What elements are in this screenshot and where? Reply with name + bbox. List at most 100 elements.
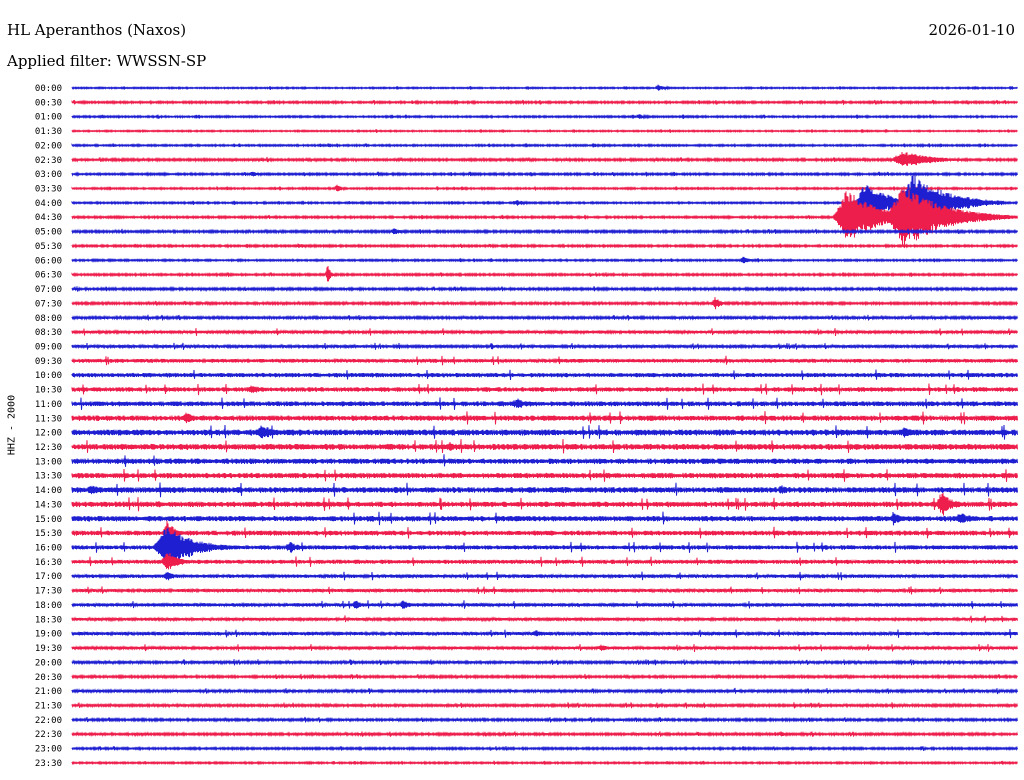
trace-line [71,265,1018,282]
trace-line [71,424,1018,440]
time-tick-label: 01:30 [35,127,62,137]
time-tick-label: 15:30 [35,529,62,539]
time-tick-label: 17:00 [35,572,62,582]
time-tick-label: 23:00 [35,745,62,755]
trace-line [71,84,1018,91]
trace-line [71,355,1018,366]
trace-line [71,716,1018,723]
trace-line [71,745,1018,752]
trace-line [71,687,1018,695]
time-tick-label: 08:30 [35,328,62,338]
trace-line [71,369,1018,380]
time-tick-label: 06:30 [35,271,62,281]
time-tick-label: 09:30 [35,357,62,367]
trace-line [71,243,1018,249]
time-tick-label: 00:00 [35,84,62,94]
trace-line [71,184,1018,192]
filter-label: Applied filter: WWSSN-SP [7,52,207,70]
time-tick-label: 02:00 [35,141,62,151]
trace-line [71,644,1018,652]
trace-line [71,511,1018,526]
trace-line [71,285,1018,293]
time-tick-label: 11:30 [35,414,62,424]
trace-line [71,314,1018,321]
time-tick-label: 21:30 [35,701,62,711]
trace-line [71,454,1018,467]
time-tick-label: 21:00 [35,687,62,697]
time-tick-label: 23:30 [35,759,62,769]
time-tick-label: 04:30 [35,213,62,223]
trace-line [71,228,1018,235]
trace-line [71,702,1018,709]
time-tick-label: 19:00 [35,630,62,640]
time-tick-label: 01:00 [35,113,62,123]
time-tick-label: 00:30 [35,98,62,108]
trace-line [71,142,1018,149]
trace-line [71,328,1018,337]
trace-line [71,397,1018,410]
time-tick-label: 05:00 [35,228,62,238]
trace-line [71,173,1018,232]
station-title: HL Aperanthos (Naxos) [7,21,187,39]
trace-line [71,731,1018,738]
time-tick-label: 03:00 [35,170,62,180]
trace-line [71,342,1018,350]
time-tick-label: 18:00 [35,601,62,611]
trace-line [71,256,1018,264]
time-tick-label: 14:30 [35,500,62,510]
trace-line [71,113,1018,120]
trace-lines [71,84,1018,766]
time-tick-label: 11:00 [35,400,62,410]
trace-line [71,186,1018,248]
time-tick-labels: 00:00 00:30 01:00 01:30 02:00 02:30 03:00 03:30… [35,84,62,769]
trace-line [71,520,1018,546]
trace-line [71,586,1018,595]
time-tick-label: 22:30 [35,730,62,740]
time-tick-label: 20:00 [35,658,62,668]
trace-line [71,600,1018,609]
date-label: 2026-01-10 [928,21,1015,39]
trace-line [71,128,1018,134]
trace-line [71,527,1018,567]
trace-line [71,615,1018,623]
trace-line [71,553,1018,570]
time-tick-label: 13:00 [35,457,62,467]
time-tick-label: 10:30 [35,386,62,396]
trace-line [71,439,1018,454]
time-tick-label: 13:30 [35,472,62,482]
time-tick-label: 07:00 [35,285,62,295]
time-tick-label: 06:00 [35,256,62,266]
trace-line [71,99,1018,106]
time-tick-label: 07:30 [35,299,62,309]
trace-line [71,673,1018,680]
trace-line [71,383,1018,396]
time-tick-label: 12:00 [35,429,62,439]
trace-line [71,760,1018,766]
time-tick-label: 12:30 [35,443,62,453]
time-tick-label: 22:00 [35,716,62,726]
time-tick-label: 09:00 [35,342,62,352]
time-tick-label: 16:30 [35,558,62,568]
time-tick-label: 17:30 [35,587,62,597]
trace-line [71,171,1018,178]
time-tick-label: 16:00 [35,544,62,554]
trace-line [71,492,1018,516]
trace-line [71,151,1018,166]
trace-line [71,659,1018,666]
time-tick-label: 08:00 [35,314,62,324]
time-tick-label: 03:30 [35,185,62,195]
time-tick-label: 15:00 [35,515,62,525]
time-tick-label: 20:30 [35,673,62,683]
time-tick-label: 18:30 [35,615,62,625]
trace-line [71,411,1018,425]
trace-line [71,297,1018,310]
trace-line [71,628,1018,639]
time-tick-label: 04:00 [35,199,62,209]
time-tick-label: 10:00 [35,371,62,381]
time-tick-label: 14:00 [35,486,62,496]
trace-line [71,468,1018,482]
time-tick-label: 02:30 [35,156,62,166]
trace-line [71,571,1018,581]
time-tick-label: 19:30 [35,644,62,654]
